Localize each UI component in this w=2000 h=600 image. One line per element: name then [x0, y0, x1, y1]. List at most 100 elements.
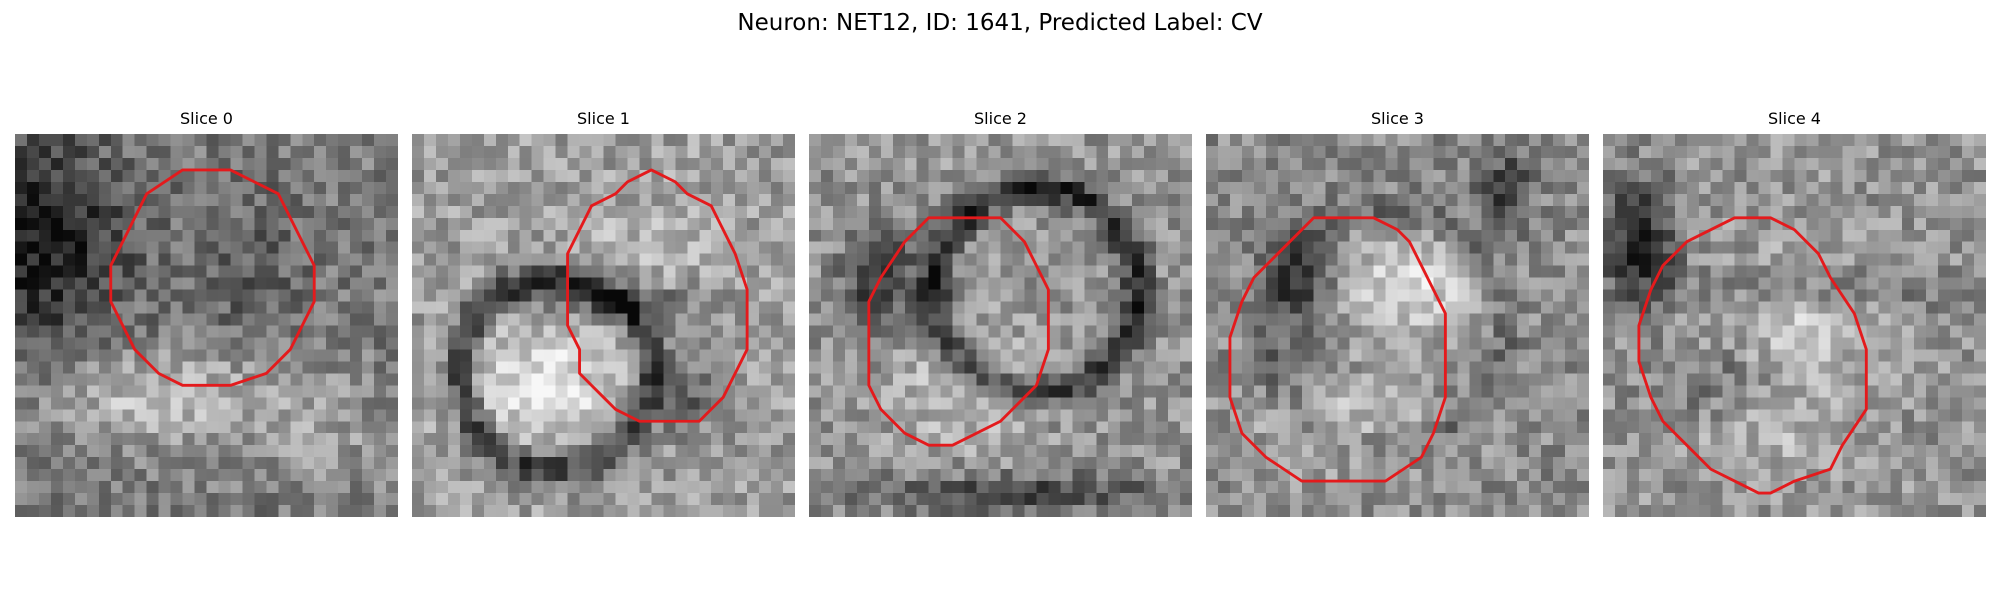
image-pixel	[62, 277, 76, 290]
image-pixel	[1457, 337, 1470, 350]
image-pixel	[1481, 325, 1494, 338]
image-pixel	[254, 217, 267, 230]
image-pixel	[1505, 193, 1518, 207]
image-pixel	[735, 457, 748, 470]
image-pixel	[603, 217, 616, 230]
image-pixel	[1902, 181, 1915, 195]
image-pixel	[1277, 229, 1291, 242]
image-pixel	[759, 301, 772, 314]
image-pixel	[1914, 193, 1927, 207]
image-pixel	[412, 433, 425, 446]
image-pixel	[15, 253, 28, 266]
image-pixel	[1770, 409, 1783, 422]
image-pixel	[38, 313, 52, 326]
image-pixel	[868, 193, 882, 207]
image-pixel	[1060, 409, 1073, 422]
image-pixel	[314, 373, 327, 386]
image-pixel	[447, 481, 461, 494]
image-pixel	[699, 217, 712, 230]
image-pixel	[38, 134, 52, 147]
image-pixel	[1614, 397, 1628, 410]
image-pixel	[735, 421, 748, 434]
image-pixel	[507, 193, 520, 207]
image-pixel	[110, 229, 123, 242]
image-pixel	[1313, 134, 1326, 147]
image-pixel	[447, 409, 461, 422]
image-pixel	[519, 134, 532, 147]
image-pixel	[1337, 205, 1350, 219]
image-pixel	[1361, 205, 1374, 219]
image-pixel	[1686, 265, 1699, 278]
image-pixel	[1156, 481, 1169, 494]
image-pixel	[338, 265, 351, 278]
image-pixel	[1277, 337, 1291, 350]
image-pixel	[1914, 337, 1927, 350]
image-pixel	[1048, 145, 1061, 159]
image-pixel	[1072, 349, 1085, 362]
image-pixel	[1084, 313, 1097, 326]
image-pixel	[98, 145, 111, 159]
image-pixel	[1180, 493, 1192, 506]
image-pixel	[711, 134, 724, 147]
image-pixel	[1806, 457, 1819, 470]
image-pixel	[50, 361, 64, 374]
image-pixel	[459, 265, 473, 278]
image-pixel	[182, 397, 195, 410]
image-pixel	[435, 385, 449, 398]
image-pixel	[1710, 241, 1723, 254]
image-pixel	[699, 457, 712, 470]
image-pixel	[495, 385, 508, 398]
image-pixel	[1818, 313, 1831, 326]
image-pixel	[495, 265, 508, 278]
image-pixel	[1698, 253, 1711, 266]
image-pixel	[880, 385, 894, 398]
image-pixel	[1962, 433, 1975, 446]
image-pixel	[928, 433, 941, 446]
image-pixel	[1830, 265, 1843, 278]
image-pixel	[1036, 157, 1049, 171]
image-pixel	[1662, 134, 1676, 147]
image-pixel	[1782, 409, 1795, 422]
image-pixel	[1120, 325, 1133, 338]
image-pixel	[230, 421, 243, 434]
image-pixel	[976, 385, 989, 398]
image-pixel	[940, 385, 953, 398]
image-pixel	[1301, 373, 1314, 386]
image-pixel	[412, 253, 425, 266]
image-pixel	[50, 217, 64, 230]
image-pixel	[1926, 433, 1939, 446]
image-pixel	[1120, 481, 1133, 494]
image-pixel	[507, 457, 520, 470]
image-pixel	[1974, 157, 1986, 171]
image-pixel	[735, 134, 748, 147]
image-pixel	[1758, 289, 1771, 302]
image-pixel	[1770, 325, 1783, 338]
image-pixel	[1577, 205, 1589, 219]
image-pixel	[1433, 157, 1446, 171]
image-pixel	[543, 265, 556, 278]
image-pixel	[809, 241, 822, 254]
image-pixel	[1229, 145, 1243, 159]
image-pixel	[1962, 217, 1975, 230]
image-pixel	[591, 253, 604, 266]
image-pixel	[988, 493, 1001, 506]
image-pixel	[1325, 421, 1338, 434]
image-pixel	[627, 265, 640, 278]
image-pixel	[663, 313, 676, 326]
image-pixel	[555, 325, 568, 338]
image-pixel	[1206, 241, 1219, 254]
image-pixel	[809, 157, 822, 171]
image-pixel	[1662, 409, 1676, 422]
image-pixel	[880, 457, 894, 470]
image-pixel	[1938, 397, 1951, 410]
image-pixel	[1433, 469, 1446, 482]
image-pixel	[1938, 205, 1951, 219]
image-pixel	[50, 265, 64, 278]
image-pixel	[1469, 193, 1482, 207]
image-pixel	[1457, 421, 1470, 434]
image-pixel	[844, 301, 858, 314]
image-pixel	[495, 217, 508, 230]
image-pixel	[374, 205, 387, 219]
image-pixel	[591, 145, 604, 159]
image-pixel	[1481, 397, 1494, 410]
